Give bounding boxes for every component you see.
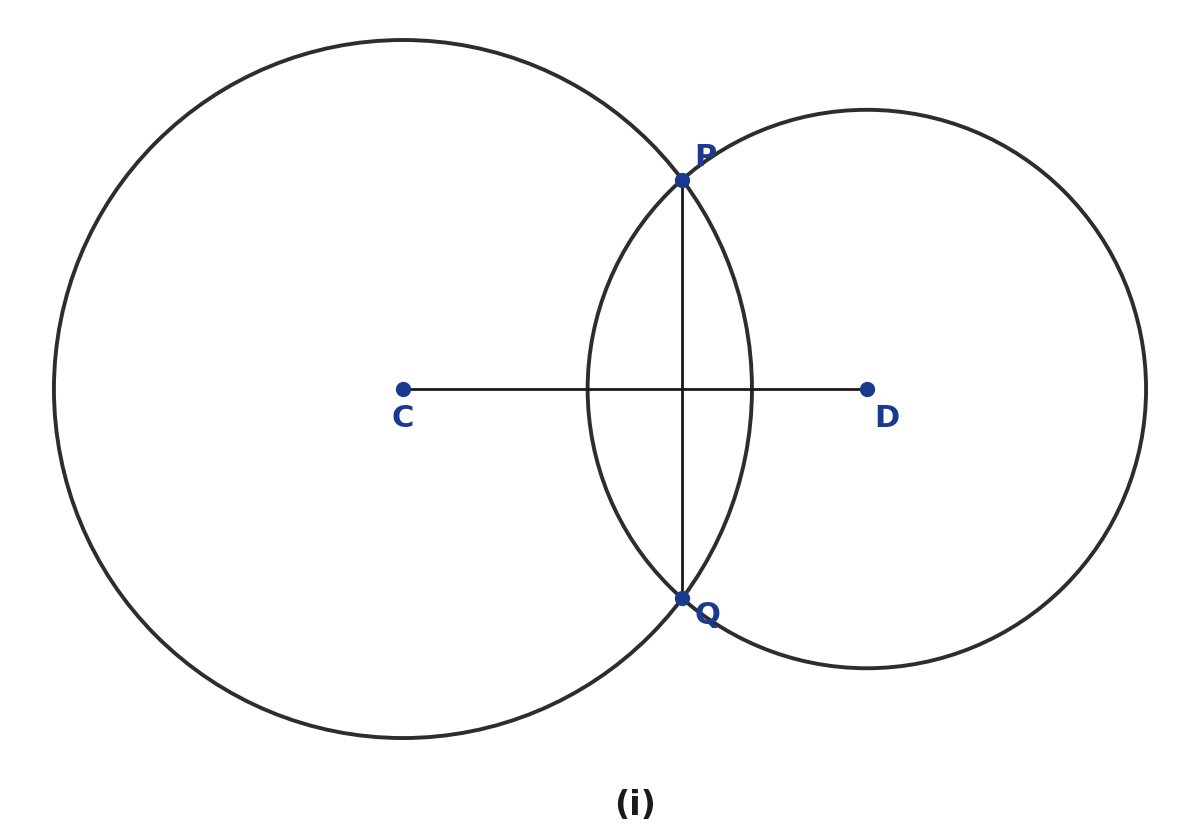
Point <box>672 173 691 186</box>
Text: (i): (i) <box>614 789 656 822</box>
Text: D: D <box>874 404 900 433</box>
Text: P: P <box>695 143 716 172</box>
Point <box>857 382 876 396</box>
Text: C: C <box>391 404 414 433</box>
Point <box>394 382 413 396</box>
Text: Q: Q <box>695 601 720 630</box>
Point <box>672 592 691 605</box>
